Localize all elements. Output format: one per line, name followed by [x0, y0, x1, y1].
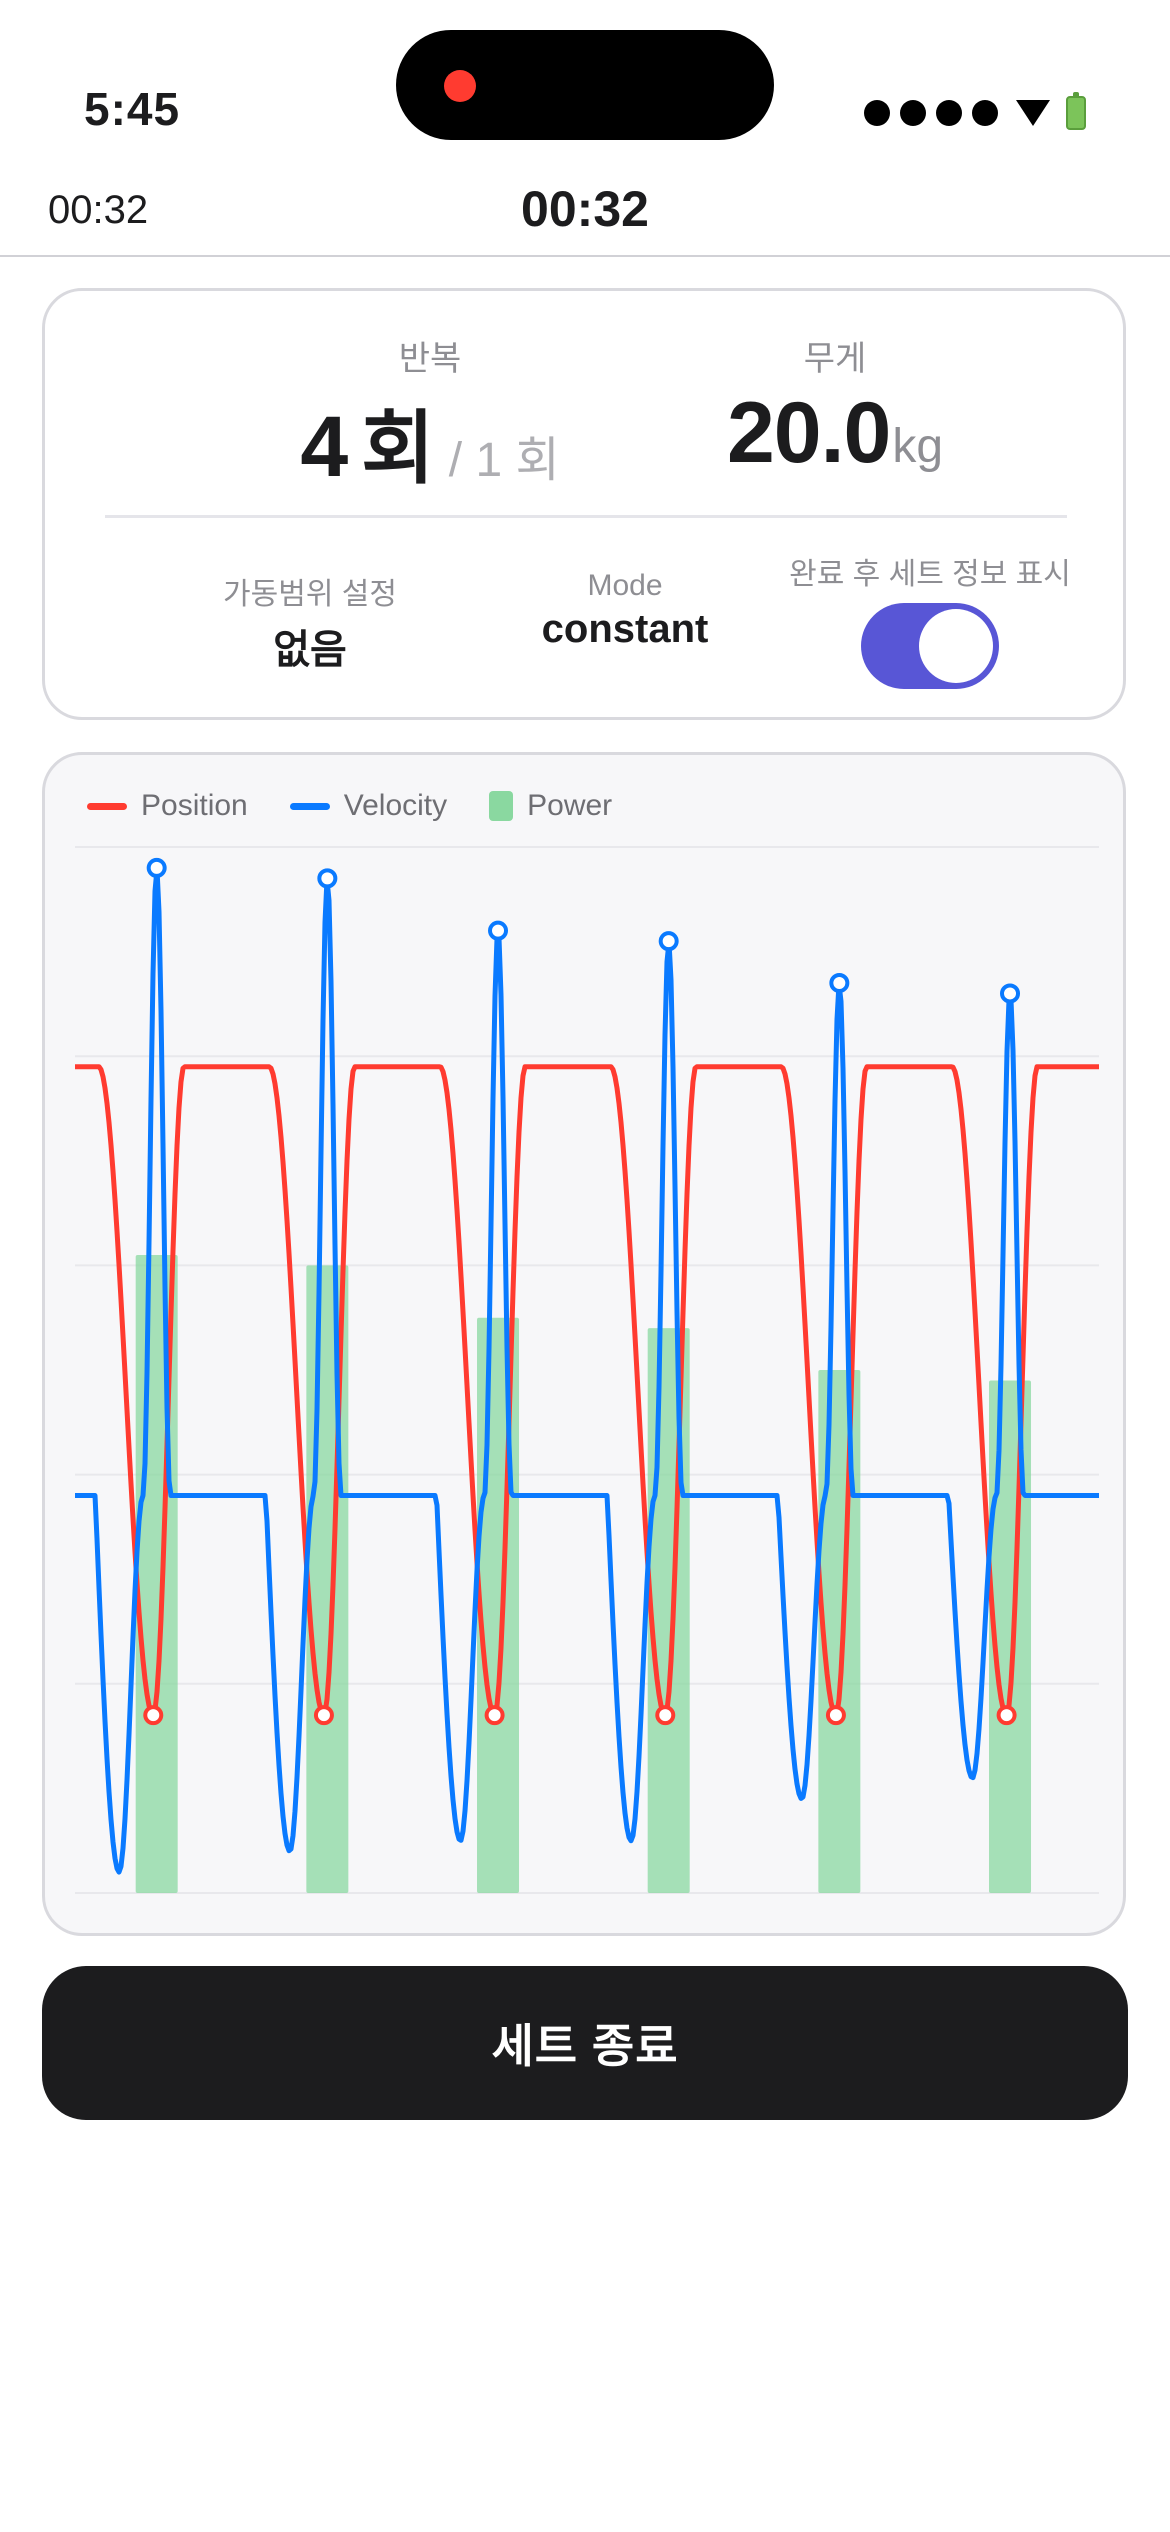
legend-label-velocity: Velocity: [343, 789, 448, 822]
mode-value: constant: [541, 607, 709, 651]
status-indicators: [864, 92, 1086, 130]
reps-total: / 1 회: [448, 434, 560, 487]
legend-swatch-velocity: [289, 802, 330, 810]
rom-label: 가동범위 설정: [223, 578, 397, 611]
motion-chart-card: Position Velocity Power: [42, 752, 1126, 1936]
header-divider: [0, 255, 1170, 257]
reps-value: 4: [300, 399, 348, 495]
motion-chart: [74, 846, 1100, 1894]
reps-unit: 회: [361, 404, 435, 493]
position-min-marker: [825, 1705, 846, 1726]
card-divider: [105, 515, 1067, 518]
signal-dot-icon: [972, 100, 998, 126]
rom-setting[interactable]: 가동범위 설정 없음: [165, 569, 455, 675]
legend-item-power: Power: [489, 789, 612, 823]
power-bar: [477, 1317, 520, 1893]
legend-swatch-power: [489, 791, 514, 821]
velocity-peak-marker: [146, 857, 167, 878]
velocity-peak-marker: [658, 931, 679, 952]
dynamic-island: [396, 30, 774, 140]
mode-setting[interactable]: Mode constant: [465, 569, 785, 652]
velocity-peak-marker: [1000, 983, 1021, 1004]
status-time: 5:45: [84, 83, 181, 135]
position-min-marker: [484, 1705, 505, 1726]
wifi-icon: [1016, 100, 1050, 126]
elapsed-time-small: 00:32: [48, 188, 149, 232]
rom-value: 없음: [273, 628, 347, 672]
position-min-marker: [143, 1705, 164, 1726]
elapsed-time-main: 00:32: [521, 181, 649, 237]
velocity-peak-marker: [829, 972, 850, 993]
reps-stat: 반복 4 회 / 1 회: [275, 331, 585, 500]
end-set-button[interactable]: 세트 종료: [42, 1966, 1128, 2120]
signal-dot-icon: [936, 100, 962, 126]
show-info-setting: 완료 후 세트 정보 표시: [765, 549, 1095, 689]
position-series-line: [74, 1064, 1100, 1718]
legend-swatch-position: [87, 802, 127, 810]
set-info-card: 반복 4 회 / 1 회 무게 20.0 kg 가동범위 설정 없음 Mode …: [42, 288, 1126, 720]
velocity-peak-marker: [317, 868, 338, 889]
velocity-series-line: [74, 866, 1100, 1875]
show-info-label: 완료 후 세트 정보 표시: [789, 558, 1071, 591]
weight-stat: 무게 20.0 kg: [655, 331, 1015, 483]
weight-label: 무게: [803, 340, 867, 378]
legend-item-velocity: Velocity: [289, 789, 448, 823]
reps-label: 반복: [398, 340, 462, 378]
velocity-peak-marker: [488, 920, 509, 941]
position-min-marker: [655, 1705, 676, 1726]
signal-dot-icon: [900, 100, 926, 126]
position-min-marker: [996, 1705, 1017, 1726]
chart-legend: Position Velocity Power: [87, 789, 654, 823]
legend-label-position: Position: [141, 789, 248, 822]
weight-unit: kg: [892, 420, 944, 473]
show-info-toggle[interactable]: [861, 603, 999, 689]
weight-value: 20.0: [726, 385, 891, 481]
battery-icon: [1066, 92, 1086, 130]
power-bar: [647, 1328, 690, 1893]
legend-item-position: Position: [87, 789, 248, 823]
signal-dot-icon: [864, 100, 890, 126]
recording-indicator-icon: [444, 70, 476, 102]
legend-label-power: Power: [527, 789, 613, 822]
position-min-marker: [313, 1705, 334, 1726]
mode-label: Mode: [587, 569, 663, 602]
toggle-knob: [919, 609, 993, 683]
